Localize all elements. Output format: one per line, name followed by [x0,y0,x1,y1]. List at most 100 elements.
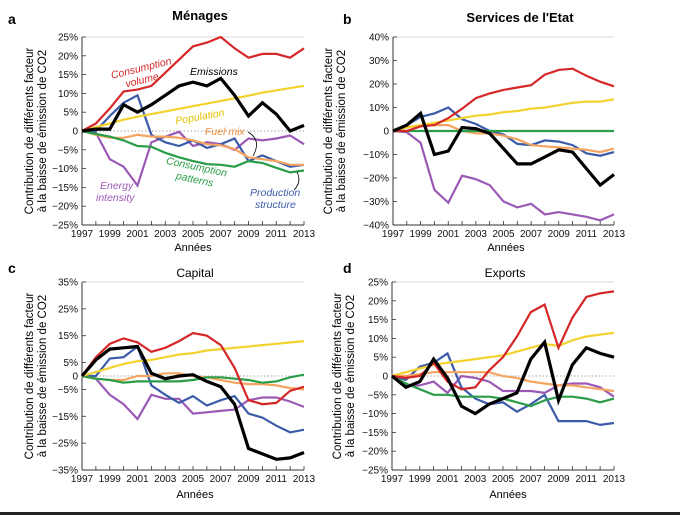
panel-title: Services de l'Etat [466,10,574,25]
axes-group: 25% 20% 15% 10% 5% 0 −5% −10% −15% −20% −25%1997 19… [52,33,315,241]
panel-title: Ménages [172,8,228,23]
y-tick-label: 20% [368,296,388,307]
panel-exports: d Exports Contribution de différents fac… [332,260,626,501]
y-axis-label-line2: à la baisse de émission de CO2 [336,50,348,212]
x-tick-label: 1997 [381,474,404,485]
y-axis-label-line1: Contribution de différents facteur [332,293,344,460]
series-line-production-structure [392,106,615,157]
series-line-energy-intensity [81,374,305,421]
y-tick-label: 0 [72,372,78,383]
x-tick-label: 2009 [547,474,570,485]
x-tick-label: 1999 [410,229,433,240]
y-tick-label: 10% [368,334,388,345]
x-tick-label: 1997 [71,474,94,485]
y-tick-label: 25% [58,304,78,315]
x-tick-label: 2005 [182,474,205,485]
y-tick-label: 5% [64,108,79,119]
y-tick-label: 10% [58,89,78,100]
x-tick-label: 2007 [520,474,543,485]
y-tick-label: 20% [369,80,389,91]
y-tick-label: 25% [58,33,78,44]
y-tick-label: −5% [58,145,78,156]
y-axis-label-line2: à la baisse de émission de CO2 [345,295,357,457]
series-line-production-structure [82,344,305,434]
x-tick-label: 2001 [437,229,460,240]
x-tick-label: 2007 [210,474,233,485]
panel-title: Capital [176,266,213,280]
y-axis-label-line2: à la baisse de émission de CO2 [37,50,49,212]
y-axis-label: Contribution de différents facteur à la … [323,48,348,215]
panel-title: Exports [485,266,526,280]
y-tick-label: −35% [52,466,78,477]
x-tick-label: 2003 [465,229,488,240]
series-line-emissions [81,76,305,133]
x-axis-label: Années [176,489,214,501]
y-tick-label: −20% [52,202,78,213]
y-tick-label: −10% [363,150,389,161]
x-tick-label: 2013 [603,474,626,485]
x-tick-label: 2003 [154,229,177,240]
axes-group: 35% 25% 15% 5% 0 −5% −15% −25% −35%1997 1999 2001 2… [52,278,315,486]
y-tick-label: 35% [58,278,78,289]
y-tick-label: 40% [369,33,389,44]
series-line-population [81,84,305,133]
series-line-emissions [80,344,305,461]
x-tick-label: 2005 [182,229,205,240]
x-tick-label: 1999 [99,229,122,240]
annotation-population: Population [174,107,225,127]
y-tick-label: 20% [58,51,78,62]
series-line-consumption-patterns [81,373,305,384]
series-line-consumption-volume [81,331,305,406]
x-tick-label: 2005 [492,474,515,485]
annotation-arrow-production-structure [293,171,300,191]
x-tick-label: 2001 [436,474,459,485]
x-tick-label: 2013 [603,229,626,240]
annotation-emissions: Emissions [190,66,239,78]
y-tick-label: 15% [368,315,388,326]
y-tick-label: 0 [72,127,78,138]
y-tick-label: −10% [362,409,388,420]
series-line-energy-intensity [391,374,615,398]
annotation-energy-intensity-2: intensity [96,192,135,204]
x-tick-label: 2007 [210,229,233,240]
y-tick-label: 0 [382,372,388,383]
x-tick-label: 2011 [265,474,287,485]
x-tick-label: 2005 [492,229,515,240]
y-tick-label: 10% [369,103,389,114]
y-tick-label: 5% [64,358,79,369]
annotation-energy-intensity-1: Energy [100,180,134,192]
y-tick-label: −10% [52,164,78,175]
y-tick-label: 25% [368,278,388,289]
series-line-consumption-patterns [81,129,305,174]
y-tick-label: 15% [58,70,78,81]
bottom-border [0,512,680,515]
x-tick-label: 2001 [126,229,149,240]
series-line-fuel-mix [392,371,615,393]
y-axis-label-line1: Contribution de différents facteur [24,293,36,460]
annotation-production-structure-2: structure [255,199,296,211]
series-line-energy-intensity [81,129,305,188]
y-tick-label: −40% [363,221,389,232]
y-tick-label: −5% [368,390,388,401]
panel-letter-a: a [8,11,16,27]
y-axis-label-line2: à la baisse de émission de CO2 [37,295,49,457]
y-tick-label: 0 [383,127,389,138]
y-tick-label: 15% [58,331,78,342]
y-tick-label: 30% [369,56,389,67]
panel-capital: c Capital Contribution de différents fac… [8,260,316,501]
x-tick-label: 2013 [293,229,316,240]
panel-services-etat: b Services de l'Etat Contribution de dif… [323,10,626,254]
panel-letter-c: c [8,260,16,276]
series-line-emissions [390,338,615,416]
y-tick-label: 5% [374,353,389,364]
x-tick-label: 2013 [293,474,316,485]
y-tick-label: −15% [362,428,388,439]
x-tick-label: 2007 [520,229,543,240]
x-tick-label: 1999 [409,474,432,485]
series-line-fuel-mix [81,129,304,166]
y-tick-label: −15% [52,183,78,194]
x-tick-label: 2009 [548,229,571,240]
y-tick-label: −15% [52,412,78,423]
y-tick-label: −25% [52,221,78,232]
